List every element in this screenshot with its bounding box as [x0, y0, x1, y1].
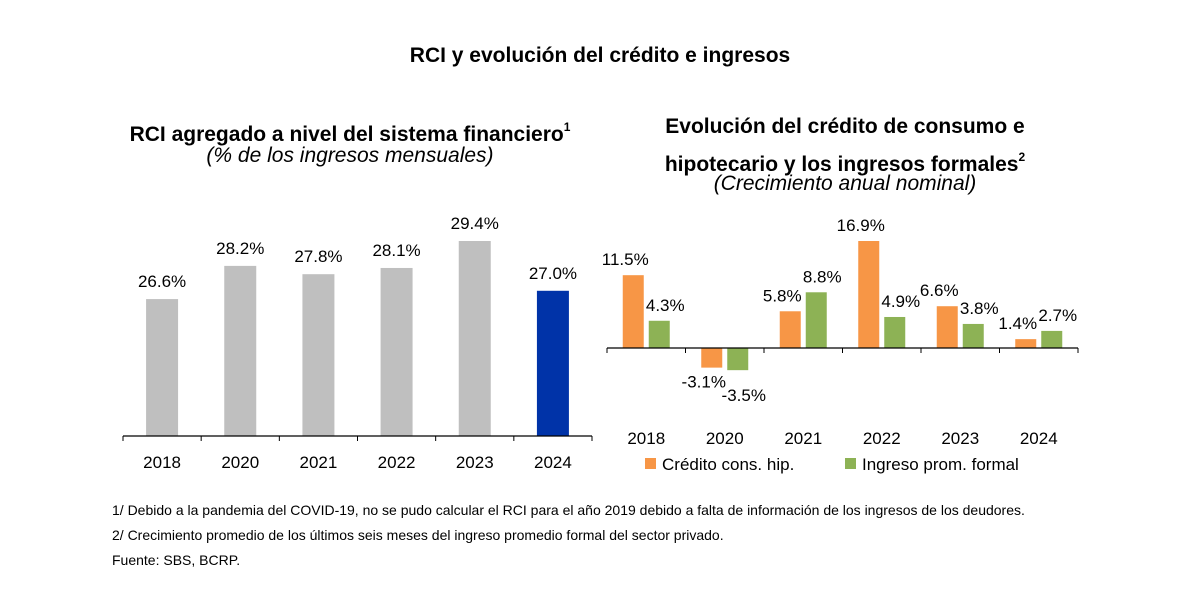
- rci-data-label: 27.0%: [529, 264, 577, 283]
- ingreso-bar: [884, 316, 906, 348]
- rci-bar: [536, 290, 569, 436]
- growth-x-tick-label: 2018: [627, 429, 665, 448]
- legend-credito-swatch: [645, 458, 656, 469]
- rci-bar: [380, 267, 413, 436]
- ingreso-bar: [648, 320, 670, 348]
- right-chart-title: Evolución del crédito de consumo e hipote…: [600, 112, 1090, 180]
- rci-x-tick-label: 2023: [456, 453, 494, 472]
- left-chart-subtitle: (% de los ingresos mensuales): [206, 144, 494, 167]
- legend-ingreso-label: Ingreso prom. formal: [862, 455, 1019, 474]
- rci-data-label: 26.6%: [138, 272, 186, 291]
- right-chart-title-line1: Evolución del crédito de consumo e: [665, 115, 1025, 138]
- source-note: Fuente: SBS, BCRP.: [112, 552, 241, 568]
- rci-data-label: 28.1%: [372, 241, 420, 260]
- left-chart-title-footnote: 1: [563, 120, 571, 134]
- growth-x-tick-label: 2022: [863, 429, 901, 448]
- credito-data-label: 1.4%: [998, 314, 1037, 333]
- rci-x-tick-label: 2022: [378, 453, 416, 472]
- ingreso-bar: [805, 292, 827, 348]
- rci-x-tick-label: 2021: [300, 453, 338, 472]
- credito-data-label: -3.1%: [682, 373, 726, 392]
- ingreso-bar: [727, 348, 749, 371]
- growth-x-tick-label: 2021: [784, 429, 822, 448]
- growth-x-tick-label: 2020: [706, 429, 744, 448]
- ingreso-data-label: 3.8%: [960, 299, 999, 318]
- rci-bar: [302, 274, 335, 436]
- right-chart-title-footnote: 2: [1018, 150, 1026, 164]
- ingreso-data-label: -3.5%: [722, 386, 766, 405]
- ingreso-bar: [1041, 330, 1063, 348]
- ingreso-data-label: 4.3%: [646, 296, 685, 315]
- footnote-1: 1/ Debido a la pandemia del COVID-19, no…: [112, 502, 1025, 518]
- rci-bar: [458, 241, 491, 436]
- ingreso-bar: [962, 323, 984, 348]
- left-chart-title: RCI agregado a nivel del sistema financi…: [110, 112, 590, 150]
- rci-x-tick-label: 2024: [534, 453, 572, 472]
- rci-x-tick-label: 2020: [221, 453, 259, 472]
- rci-data-label: 29.4%: [451, 214, 499, 233]
- credito-data-label: 16.9%: [837, 216, 885, 235]
- credito-bar: [622, 275, 644, 348]
- credito-bar: [936, 306, 958, 348]
- footnotes: 1/ Debido a la pandemia del COVID-19, no…: [112, 498, 1025, 573]
- legend-ingreso-swatch: [845, 458, 856, 469]
- rci-data-label: 28.2%: [216, 239, 264, 258]
- ingreso-data-label: 2.7%: [1038, 306, 1077, 325]
- growth-x-tick-label: 2023: [941, 429, 979, 448]
- page-title: RCI y evolución del crédito e ingresos: [409, 44, 791, 67]
- right-chart-subtitle: (Crecimiento anual nominal): [713, 172, 977, 195]
- rci-data-label: 27.8%: [294, 247, 342, 266]
- legend-credito-label: Crédito cons. hip.: [662, 455, 794, 474]
- credito-bar: [701, 348, 723, 368]
- growth-x-tick-label: 2024: [1020, 429, 1058, 448]
- credito-data-label: 11.5%: [602, 250, 649, 269]
- credito-data-label: 6.6%: [920, 281, 959, 300]
- credito-bar: [1015, 339, 1037, 348]
- rci-bar: [146, 299, 179, 436]
- ingreso-data-label: 8.8%: [803, 267, 842, 286]
- rci-bar: [224, 265, 257, 436]
- right-chart-title-line2-wrap: hipotecario y los ingresos formales2: [600, 142, 1090, 180]
- credito-bar: [858, 241, 880, 348]
- left-chart-title-text: RCI agregado a nivel del sistema financi…: [129, 123, 564, 146]
- credito-bar: [779, 311, 801, 348]
- credito-data-label: 5.8%: [763, 286, 802, 305]
- footnote-2: 2/ Crecimiento promedio de los últimos s…: [112, 527, 724, 543]
- right-chart-title-line2: hipotecario y los ingresos formales: [664, 153, 1019, 176]
- ingreso-data-label: 4.9%: [881, 292, 920, 311]
- rci-x-tick-label: 2018: [143, 453, 181, 472]
